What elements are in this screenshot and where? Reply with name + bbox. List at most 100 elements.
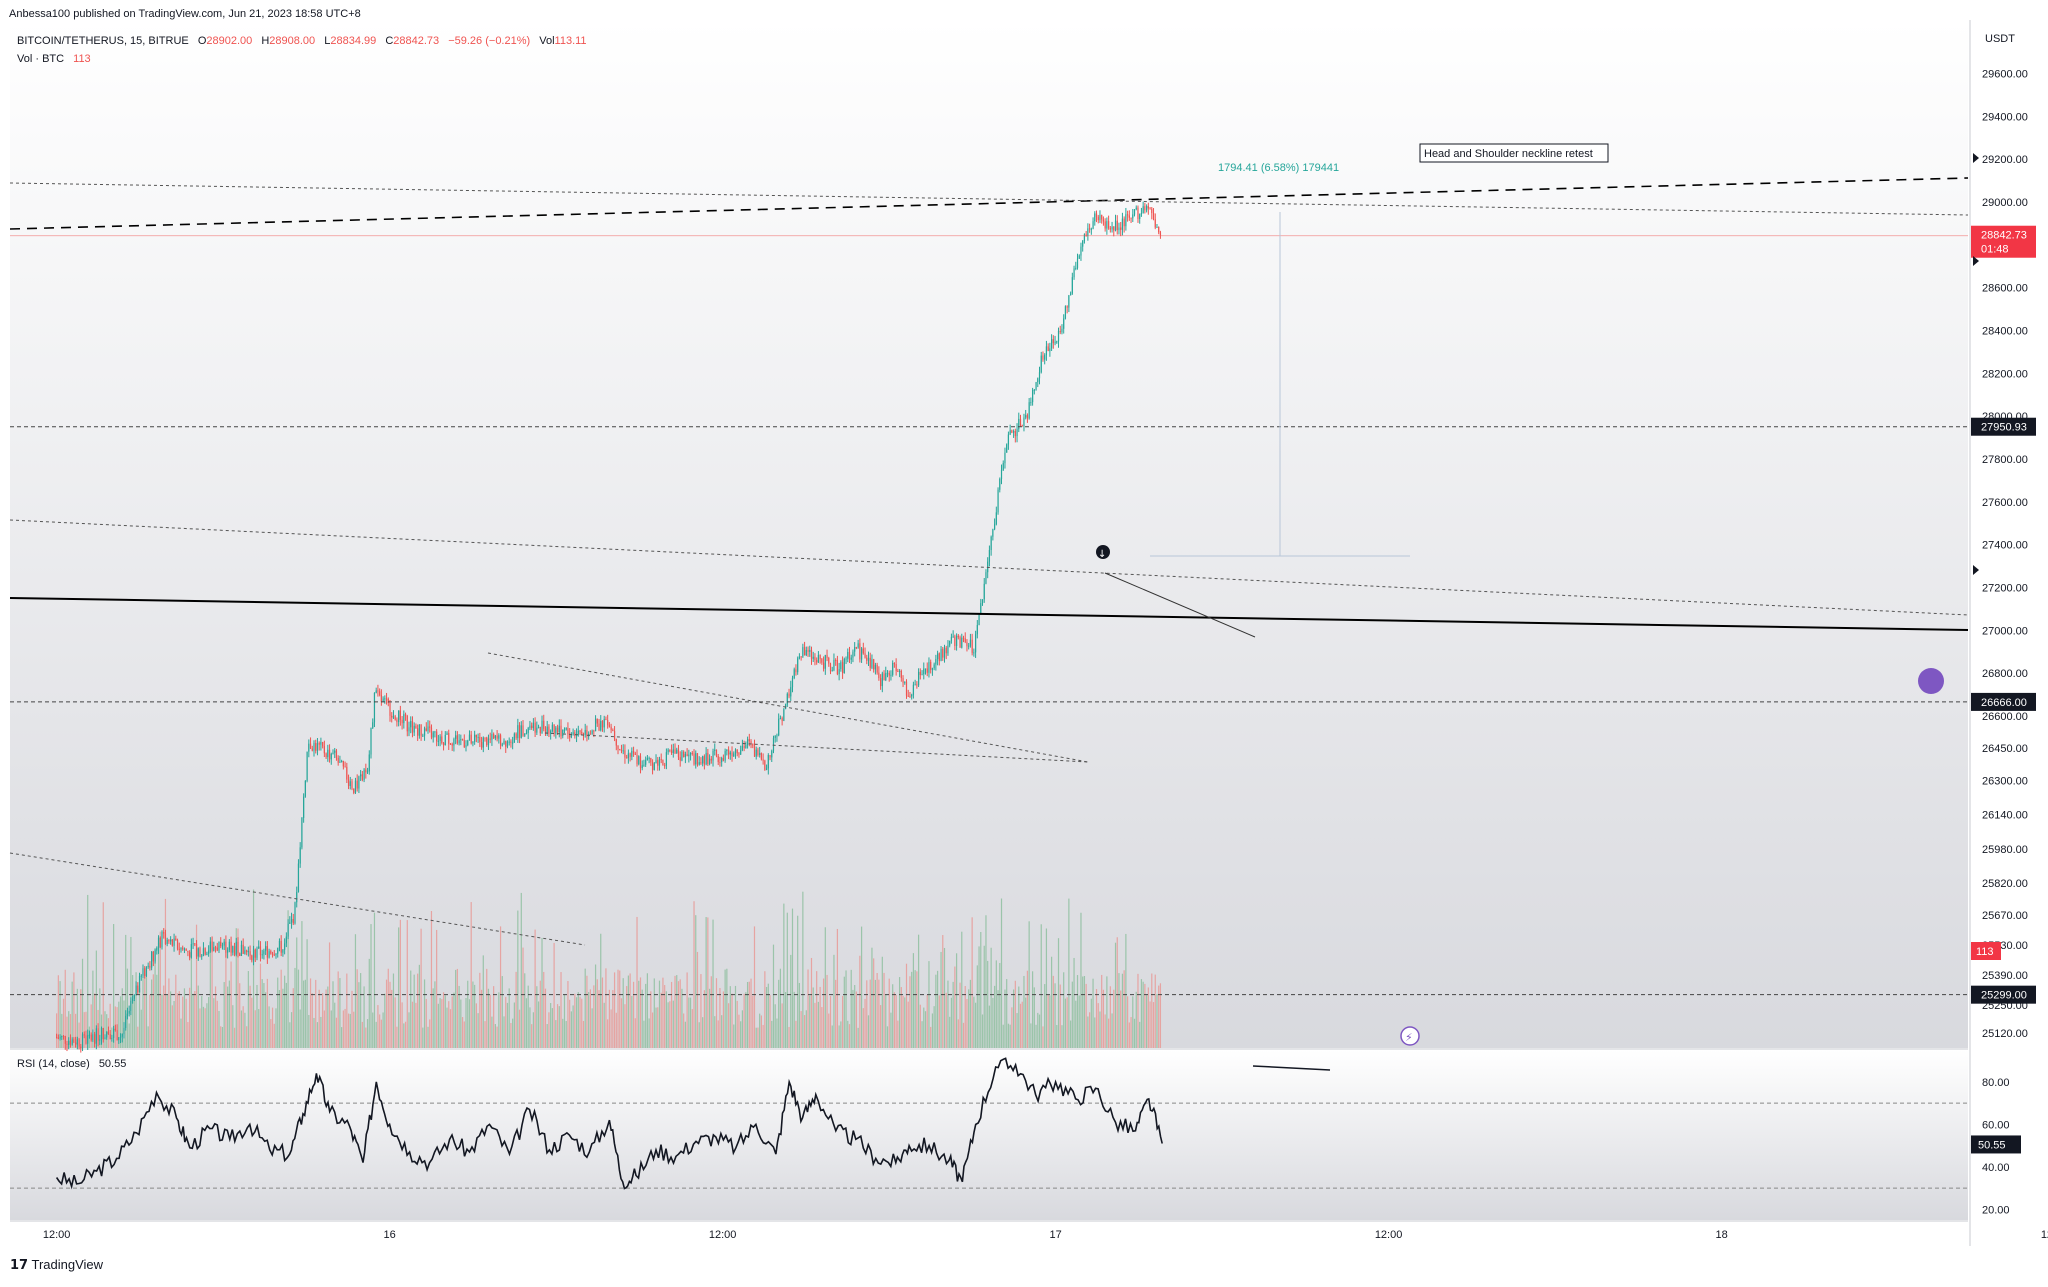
candle-body [85,1035,87,1044]
candle-body [743,745,745,748]
volume-bar [263,982,265,1048]
candle-body [553,724,555,734]
volume-bar [544,988,547,1048]
volume-bar [767,983,769,1048]
candle-body [601,720,604,728]
volume-bar [487,988,490,1048]
volume-bar [645,983,647,1048]
candle-body [1151,208,1153,214]
candle-body [423,728,426,736]
rsi-series-name[interactable]: RSI (14, close) [17,1058,90,1070]
candle-body [945,647,947,654]
volume-bar [90,1004,92,1048]
candle-body [1123,218,1125,227]
volume-bar [835,979,837,1048]
candle-body [275,953,277,955]
volume-bar [313,1017,315,1048]
volume-bar [163,985,165,1048]
volume-bar [1142,981,1144,1048]
candle-body [1076,258,1079,268]
volume-bar [594,964,597,1048]
candle-body [710,758,712,761]
candle-body [123,1027,125,1035]
candle-body [909,696,911,698]
candle-body [1050,339,1053,349]
candle-body [826,655,828,658]
candle-body [767,755,769,769]
candle-body [664,765,666,767]
candle-body [1133,209,1136,215]
volume-last-label: 113 [1976,946,1994,958]
candle-body [890,674,892,676]
volume-bar [878,979,880,1048]
volume-bar [988,1005,991,1048]
volume-bar [233,1027,236,1048]
candle-body [418,724,420,736]
candle-body [394,716,396,720]
volume-bar [422,1027,424,1048]
volume-bar [512,1018,514,1048]
candle-body [1120,227,1122,230]
candle-body [753,745,756,757]
candle-body [69,1040,72,1045]
volume-bar [622,978,624,1048]
volume-bar [905,963,908,1048]
candle-body [734,749,737,754]
candle-body [715,749,718,757]
candle-body [373,692,376,723]
candle-body [555,727,557,734]
candle-body [361,774,363,780]
candle-body [501,744,503,746]
candle-body [544,728,547,734]
volume-bar [411,1001,414,1048]
volume-bar [1019,1003,1022,1048]
volume-bar [361,1021,363,1048]
volume-bar [446,1007,448,1048]
tradingview-logo[interactable]: 17 TradingView [10,1257,103,1273]
volume-bar [166,994,168,1048]
price-tick-label: 26140.00 [1982,810,2028,822]
candle-body [917,671,920,686]
rsi-tick-label: 40.00 [1982,1162,2010,1174]
volume-bar [394,997,396,1048]
candle-body [750,741,752,744]
volume-bar [140,1009,142,1048]
candle-body [819,654,821,659]
volume-bar [776,1018,778,1048]
volume-bar [1045,928,1048,1048]
candle-body [843,658,845,674]
volume-bar [408,1012,410,1048]
volume-bar [658,980,661,1048]
volume-bar [615,1012,617,1048]
volume-bar [752,995,754,1048]
candle-body [1006,444,1008,453]
volume-series-name[interactable]: Vol · BTC [17,53,65,65]
candle-body [1011,430,1013,433]
volume-bar [332,981,334,1048]
volume-bar [938,995,940,1048]
candle-body [472,741,474,744]
candle-body [700,762,702,764]
candle-body [273,954,275,956]
candle-body [506,741,509,747]
volume-bar [354,934,357,1048]
candle-body [168,939,170,942]
candle-body [1080,246,1082,256]
volume-bar [743,993,745,1048]
rsi-tick-label: 20.00 [1982,1204,2010,1216]
candle-body [266,946,268,958]
price-tick-label: 28400.00 [1982,326,2028,338]
symbol-name[interactable]: BITCOIN/TETHERUS, 15, BITRUE [17,35,189,47]
volume-bar [486,968,488,1048]
volume-bar [493,986,495,1048]
volume-bar [612,990,614,1048]
candle-body [81,1034,84,1049]
volume-bar [360,973,362,1048]
candle-body [149,965,151,968]
candle-body [589,733,591,735]
volume-bar [641,989,643,1048]
level-tag [1971,985,2036,1004]
candle-body [615,738,617,746]
candle-body [290,919,293,923]
